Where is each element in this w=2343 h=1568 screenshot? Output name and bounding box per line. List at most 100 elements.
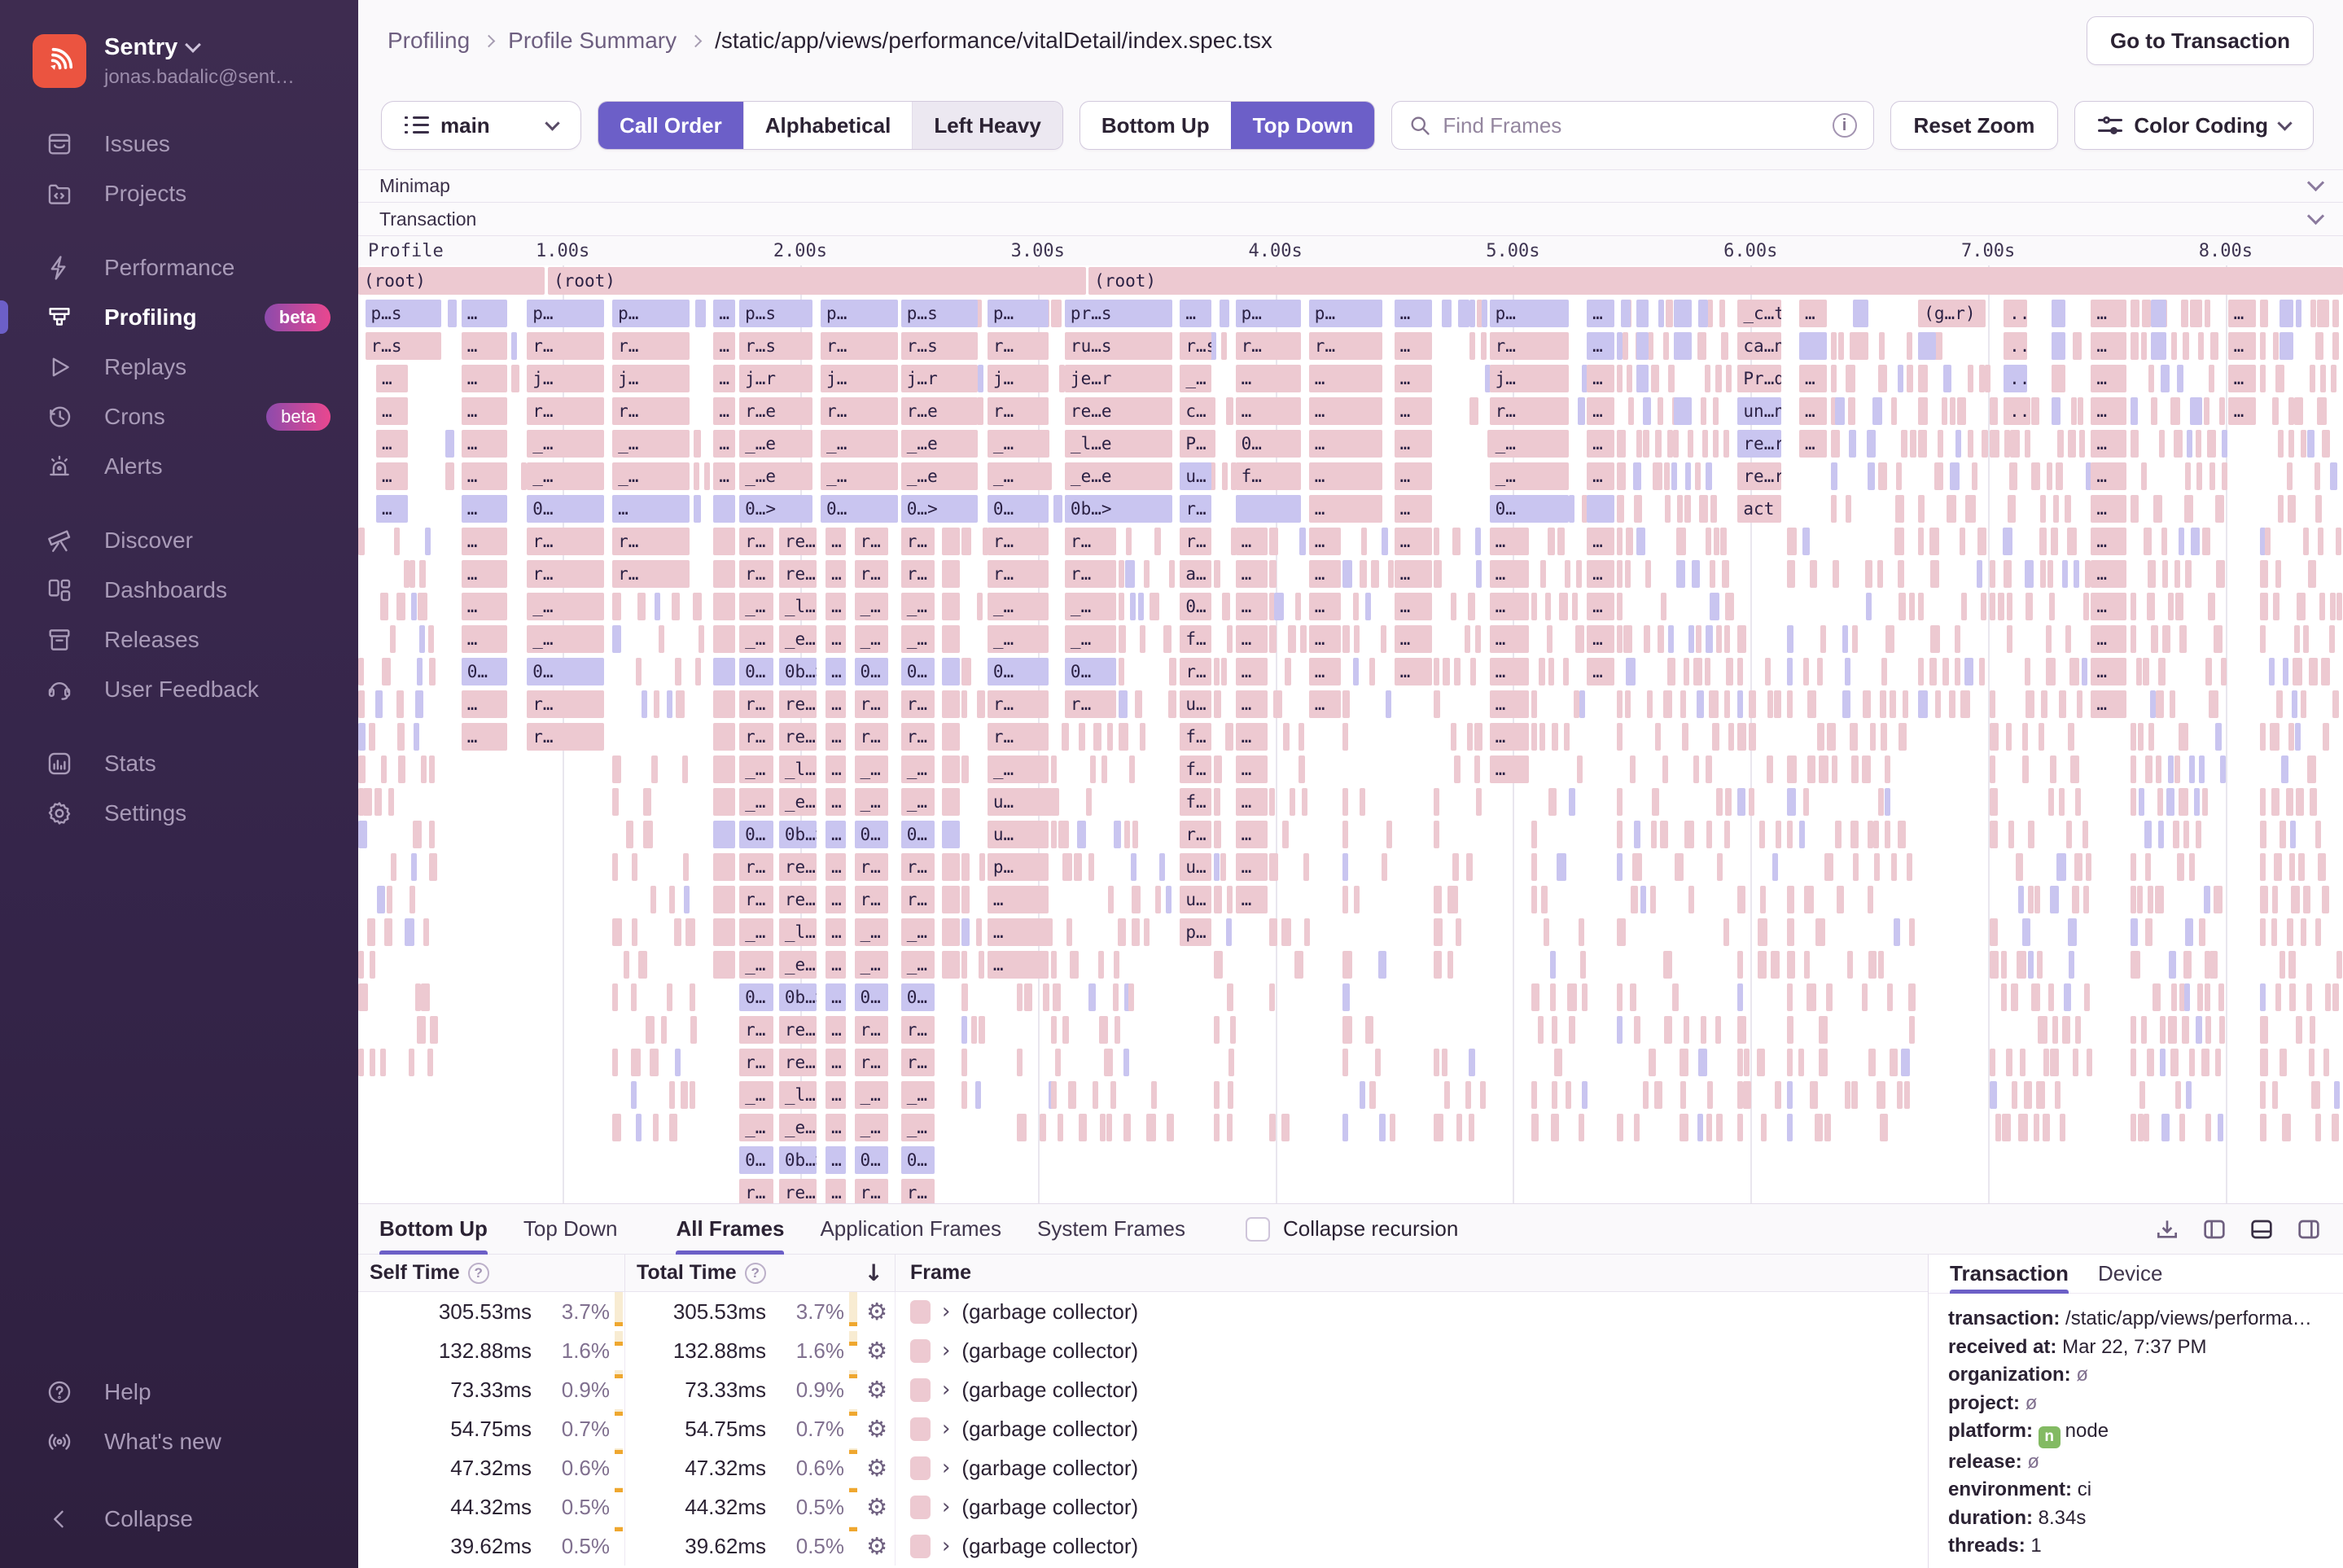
flame-frame-cell[interactable]: _…: [527, 430, 605, 458]
flame-frame-cell[interactable]: [713, 690, 736, 718]
flame-frame-cell[interactable]: …: [2091, 560, 2127, 588]
flame-frame-cell[interactable]: p…: [821, 300, 899, 327]
flame-frame-cell[interactable]: …: [461, 462, 507, 490]
flame-frame-cell[interactable]: r…: [612, 560, 690, 588]
flame-frame-cell[interactable]: …: [2227, 365, 2256, 392]
flame-frame-cell[interactable]: [713, 918, 736, 946]
flame-frame-cell[interactable]: …: [1394, 593, 1432, 620]
gear-icon[interactable]: ⚙: [866, 1415, 887, 1443]
flame-frame-cell[interactable]: _l…e: [778, 1081, 817, 1109]
flame-frame-cell[interactable]: 0…: [739, 658, 773, 685]
flame-frame-cell[interactable]: …: [713, 430, 736, 458]
flame-frame-cell[interactable]: [1798, 332, 1828, 360]
search-info-icon[interactable]: i: [1832, 113, 1857, 138]
flame-frame-cell[interactable]: [713, 886, 736, 913]
flame-frame-cell[interactable]: _…: [612, 462, 690, 490]
flame-frame-cell[interactable]: …: [1394, 560, 1432, 588]
flame-frame-cell[interactable]: r…: [527, 560, 605, 588]
flame-frame-cell[interactable]: _…: [1489, 430, 1570, 458]
flame-frame-cell[interactable]: …: [461, 593, 507, 620]
flame-frame-cell[interactable]: …: [1394, 625, 1432, 653]
flame-frame-cell[interactable]: [941, 593, 960, 620]
flame-frame-cell[interactable]: [1918, 332, 1937, 360]
flame-frame-cell[interactable]: _…: [739, 593, 773, 620]
sort-call-order[interactable]: Call Order: [598, 102, 743, 149]
flame-frame-cell[interactable]: u…: [1180, 886, 1212, 913]
flame-frame-cell[interactable]: r…: [987, 690, 1049, 718]
flame-frame-cell[interactable]: r…: [739, 723, 773, 751]
flame-frame-cell[interactable]: re…k: [778, 1016, 817, 1044]
flame-frame-cell[interactable]: …: [1798, 430, 1828, 458]
flame-frame-cell[interactable]: r…: [739, 528, 773, 555]
sidebar-item-replays[interactable]: Replays: [0, 342, 358, 392]
flame-frame-cell[interactable]: a…: [1180, 560, 1212, 588]
flame-frame-cell[interactable]: …: [1587, 300, 1615, 327]
flame-frame-cell[interactable]: P…: [1180, 430, 1212, 458]
flame-frame-cell[interactable]: j…: [821, 365, 899, 392]
flame-frame-cell[interactable]: Pr…d: [1737, 365, 1782, 392]
flame-frame-cell[interactable]: (root): [548, 267, 1086, 295]
flame-frame-cell[interactable]: r…: [1489, 397, 1570, 425]
flame-frame-cell[interactable]: r…: [900, 1049, 935, 1076]
flame-frame-cell[interactable]: 0…: [1064, 658, 1117, 685]
flame-frame-cell[interactable]: …: [1235, 625, 1268, 653]
flame-frame-cell[interactable]: r…: [527, 528, 605, 555]
flame-frame-cell[interactable]: p…: [612, 300, 690, 327]
flame-frame-cell[interactable]: …: [826, 1146, 846, 1174]
gear-icon[interactable]: ⚙: [866, 1298, 887, 1325]
flame-frame-cell[interactable]: f…: [1180, 788, 1212, 816]
flame-frame-cell[interactable]: [1442, 300, 1452, 327]
flame-frame-cell[interactable]: 0…: [854, 821, 888, 848]
flame-frame-cell[interactable]: [713, 756, 736, 783]
flame-frame-cell[interactable]: 0…: [900, 658, 935, 685]
transaction-panel-header[interactable]: Transaction: [358, 203, 2343, 236]
flame-frame-cell[interactable]: …: [826, 560, 846, 588]
sidebar-item-crons[interactable]: Crons beta: [0, 392, 358, 441]
flame-frame-cell[interactable]: …: [461, 560, 507, 588]
flame-frame-cell[interactable]: …: [2091, 462, 2127, 490]
flame-frame-cell[interactable]: …: [1235, 788, 1268, 816]
flame-frame-cell[interactable]: …: [461, 397, 507, 425]
flame-frame-cell[interactable]: [2190, 397, 2202, 425]
flame-frame-cell[interactable]: …: [826, 1114, 846, 1141]
flame-frame-cell[interactable]: [1674, 397, 1693, 425]
flame-frame-cell[interactable]: …: [461, 365, 507, 392]
flame-frame-cell[interactable]: ru…s: [1064, 332, 1172, 360]
flame-frame-cell[interactable]: [1620, 300, 1631, 327]
flame-frame-cell[interactable]: …: [2091, 397, 2127, 425]
flame-frame-cell[interactable]: 0…>: [900, 495, 978, 523]
flame-frame-cell[interactable]: [713, 951, 736, 979]
flame-frame-cell[interactable]: p…: [987, 853, 1049, 881]
flame-frame-cell[interactable]: r…: [987, 723, 1049, 751]
flame-frame-cell[interactable]: …: [1308, 430, 1382, 458]
flame-frame-cell[interactable]: [713, 560, 736, 588]
frame-cell[interactable]: › (garbage collector): [896, 1409, 1928, 1448]
sidebar-item-what-s-new[interactable]: What's new: [0, 1417, 358, 1466]
flame-frame-cell[interactable]: act: [1737, 495, 1782, 523]
flame-frame-cell[interactable]: j…: [527, 365, 605, 392]
flame-frame-cell[interactable]: …: [1489, 625, 1530, 653]
flame-frame-cell[interactable]: [1697, 300, 1708, 327]
flame-frame-cell[interactable]: [2150, 300, 2166, 327]
find-frames-search[interactable]: i: [1391, 101, 1874, 150]
flame-frame-cell[interactable]: re…e: [778, 1049, 817, 1076]
flame-frame-cell[interactable]: …: [826, 593, 846, 620]
flame-frame-cell[interactable]: …: [713, 332, 736, 360]
flame-frame-cell[interactable]: …: [1235, 723, 1268, 751]
flame-frame-cell[interactable]: …: [1394, 365, 1432, 392]
flame-frame-cell[interactable]: …: [1394, 300, 1432, 327]
sidebar-item-discover[interactable]: Discover: [0, 515, 358, 565]
flame-frame-cell[interactable]: …: [713, 365, 736, 392]
flame-frame-cell[interactable]: …: [1489, 723, 1530, 751]
flame-frame-cell[interactable]: 0…>: [739, 495, 813, 523]
flame-frame-cell[interactable]: je…r: [1064, 365, 1172, 392]
flame-frame-cell[interactable]: r…: [854, 528, 888, 555]
flame-frame-cell[interactable]: …: [1587, 365, 1615, 392]
flame-frame-cell[interactable]: ca…n: [1737, 332, 1782, 360]
flame-frame-cell[interactable]: …: [375, 495, 408, 523]
flame-frame-cell[interactable]: …: [1489, 756, 1530, 783]
flame-frame-cell[interactable]: [2317, 300, 2329, 327]
flame-frame-cell[interactable]: …: [2227, 397, 2256, 425]
flame-frame-cell[interactable]: [713, 723, 736, 751]
sort-alphabetical[interactable]: Alphabetical: [742, 102, 913, 149]
